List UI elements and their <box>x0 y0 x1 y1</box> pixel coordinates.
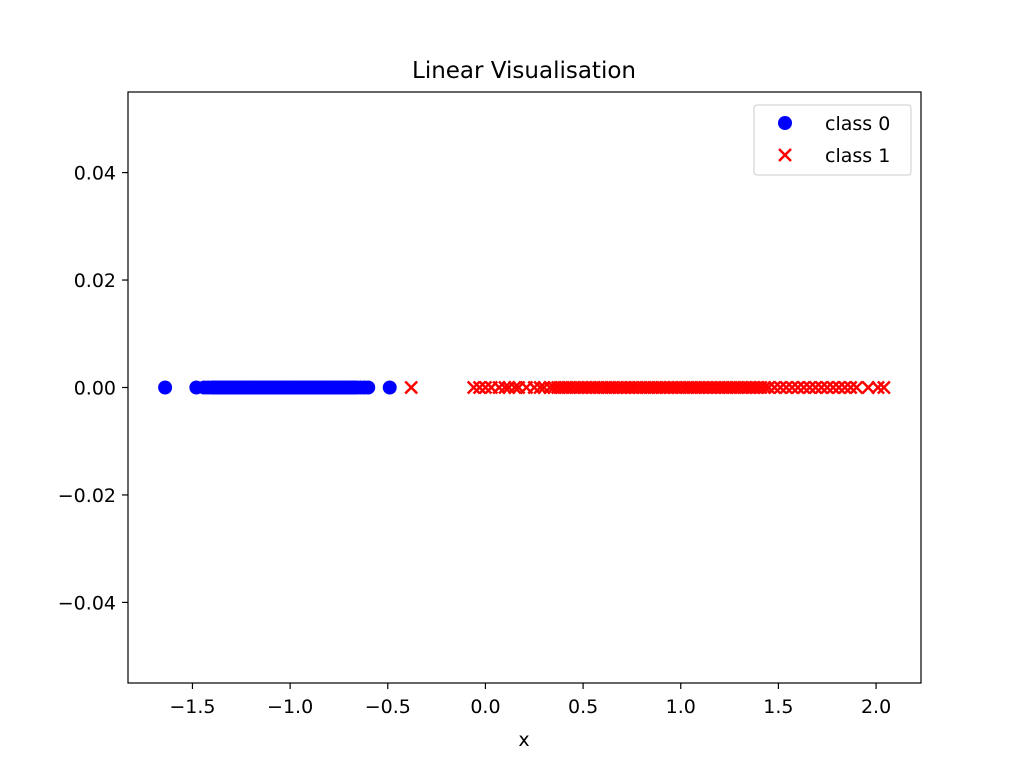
x-tick-label: 0.0 <box>470 696 500 718</box>
x-tick-label: −1.5 <box>169 696 215 718</box>
data-point-class-0 <box>361 380 376 395</box>
axes: −1.5 −1.0 −0.5 0.0 0.5 1.0 1.5 2.0 0.04 0.02 0.00 −… <box>58 91 922 718</box>
data-point-class-1 <box>761 380 776 395</box>
data-point-class-1 <box>832 380 846 395</box>
x-axis-label: x <box>518 729 529 751</box>
data-point-class-1 <box>796 380 811 395</box>
chart-title: Linear Visualisation <box>412 58 636 84</box>
y-tick-label: −0.04 <box>58 592 116 614</box>
data-point-class-1 <box>802 380 817 395</box>
series-class-1 <box>404 380 891 395</box>
y-tick-label: 0.02 <box>74 270 116 292</box>
data-point-class-1 <box>466 380 481 395</box>
data-point-class-0 <box>382 380 397 395</box>
x-tick-label: −0.5 <box>365 696 411 718</box>
data-point-class-1 <box>808 380 823 395</box>
y-tick-label: 0.00 <box>74 378 116 400</box>
data-point-class-1 <box>791 380 805 395</box>
legend-box <box>753 104 912 176</box>
data-point-class-1 <box>478 380 493 395</box>
legend-class-0-label: class 0 <box>825 113 890 135</box>
legend: class 0 class 1 <box>753 104 912 176</box>
x-tick-label: 1.0 <box>666 696 696 718</box>
legend-class-1-marker <box>778 148 792 162</box>
x-tick-label: 2.0 <box>861 696 891 718</box>
series-class-0 <box>158 380 397 395</box>
data-marks <box>158 380 891 395</box>
y-tick-label: 0.04 <box>74 163 116 185</box>
data-point-class-1 <box>837 380 852 395</box>
data-point-class-1 <box>877 380 891 395</box>
legend-class-1-label: class 1 <box>825 145 890 167</box>
data-point-class-1 <box>871 380 885 395</box>
data-point-class-1 <box>767 380 782 395</box>
x-tick-label: −1.0 <box>267 696 313 718</box>
data-point-class-1 <box>785 380 799 395</box>
data-point-class-1 <box>843 380 858 395</box>
data-point-class-1 <box>472 380 487 395</box>
data-point-class-1 <box>507 380 522 395</box>
data-point-class-1 <box>849 380 864 395</box>
data-point-class-1 <box>779 380 794 395</box>
data-point-class-1 <box>826 380 840 395</box>
data-point-class-1 <box>814 380 829 395</box>
y-tick-label: −0.02 <box>58 485 116 507</box>
data-point-class-1 <box>773 380 788 395</box>
x-tick-label: 1.5 <box>763 696 793 718</box>
data-point-class-0 <box>158 380 173 395</box>
legend-class-0-marker <box>778 116 792 130</box>
x-tick-label: 0.5 <box>568 696 598 718</box>
data-point-class-1 <box>820 380 835 395</box>
data-point-class-1 <box>404 380 419 395</box>
